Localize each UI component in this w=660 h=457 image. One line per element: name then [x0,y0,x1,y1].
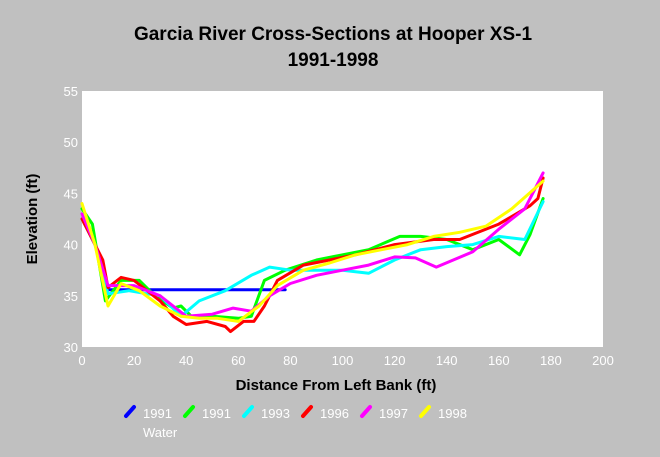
x-axis-ticks: 0 20 40 60 80 100 120 140 160 180 200 [78,353,613,368]
series-line [80,197,545,320]
legend-label: 1998 [438,406,467,421]
x-tick-label: 0 [78,353,85,368]
legend-label: 1996 [320,406,349,421]
x-tick-label: 160 [488,353,510,368]
legend-label: 1991 [202,406,231,421]
x-tick-label: 100 [332,353,354,368]
chart-title: Garcia River Cross-Sections at Hooper XS… [134,24,533,45]
x-tick-label: 20 [127,353,141,368]
series-line [80,176,545,334]
y-axis-ticks: 30 35 40 45 50 55 [64,84,78,355]
y-tick-label: 40 [64,238,78,253]
y-tick-label: 30 [64,340,78,355]
series-line [80,171,545,318]
chart-subtitle: 1991-1998 [288,50,379,71]
x-tick-label: 40 [179,353,193,368]
legend-label: 1991 [143,406,172,421]
x-tick-label: 120 [384,353,406,368]
plot-area [82,91,603,347]
legend-swatch [419,405,431,418]
y-tick-label: 45 [64,186,78,201]
legend-label: 1997 [379,406,408,421]
y-tick-label: 55 [64,84,78,99]
x-tick-label: 140 [436,353,458,368]
legend-swatch [124,405,136,418]
x-axis-title: Distance From Left Bank (ft) [236,377,437,394]
legend-swatch [242,405,254,418]
y-tick-label: 50 [64,135,78,150]
legend-swatch [360,405,372,418]
legend-swatch [301,405,313,418]
y-axis-title: Elevation (ft) [24,174,41,265]
series-line [80,200,545,318]
x-tick-label: 180 [540,353,562,368]
x-tick-label: 60 [231,353,245,368]
y-tick-label: 35 [64,289,78,304]
series-layer [80,171,545,334]
x-tick-label: 80 [283,353,297,368]
x-tick-label: 200 [592,353,614,368]
series-line [80,179,545,323]
legend-sublabel: Water [143,425,178,440]
legend-label: 1993 [261,406,290,421]
legend: 1991 Water 1991 1993 1996 1997 1998 [124,405,467,440]
legend-swatch [183,405,195,418]
